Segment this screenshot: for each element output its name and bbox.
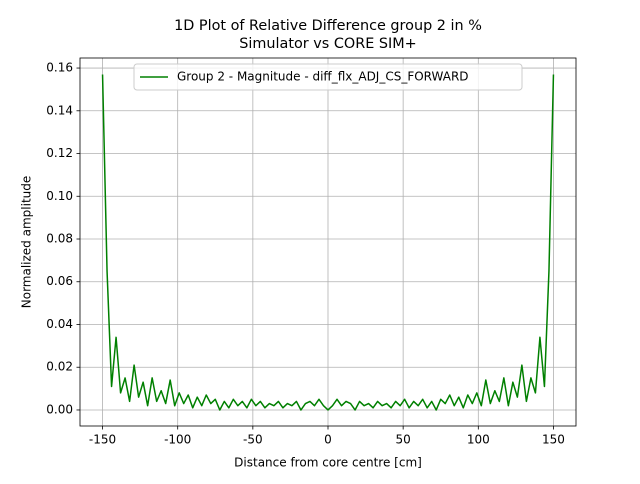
- y-tick-label: 0.02: [46, 360, 73, 374]
- x-tick-label: -50: [243, 433, 263, 447]
- x-tick-label: 100: [467, 433, 490, 447]
- axes-frame: [79, 57, 577, 427]
- y-tick-label: 0.14: [46, 103, 73, 117]
- x-tick-label: 50: [396, 433, 411, 447]
- y-tick-label: 0.04: [46, 317, 73, 331]
- legend-label: Group 2 - Magnitude - diff_flx_ADJ_CS_FO…: [177, 70, 469, 84]
- y-tick-label: 0.00: [46, 402, 73, 416]
- y-tick-label: 0.12: [46, 146, 73, 160]
- y-axis-label: Normalized amplitude: [20, 176, 34, 309]
- y-tick-label: 0.16: [46, 61, 73, 75]
- y-tick-label: 0.06: [46, 274, 73, 288]
- data-line: [101, 74, 555, 411]
- x-tick-label: 150: [542, 433, 565, 447]
- chart-subtitle: Simulator vs CORE SIM+: [239, 36, 417, 52]
- chart-title: 1D Plot of Relative Difference group 2 i…: [174, 18, 482, 34]
- x-tick-label: 0: [324, 433, 332, 447]
- x-axis-label: Distance from core centre [cm]: [234, 456, 422, 470]
- y-tick-label: 0.08: [46, 232, 73, 246]
- legend-box: [133, 63, 523, 91]
- x-tick-label: -150: [89, 433, 116, 447]
- x-tick-label: -100: [164, 433, 191, 447]
- y-tick-label: 0.10: [46, 189, 73, 203]
